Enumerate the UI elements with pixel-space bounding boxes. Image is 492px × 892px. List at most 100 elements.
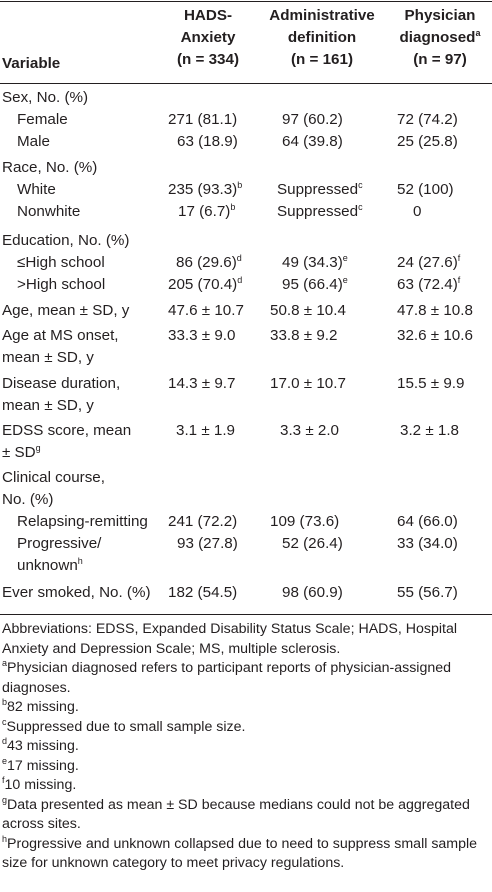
section-sex: Sex, No. (%) xyxy=(2,89,89,106)
row-onset-label-line2: mean ± SD, y xyxy=(2,349,94,366)
footnote-a-text: Physician diagnosed refers to participan… xyxy=(2,660,452,696)
row-relapsing-label: Relapsing-remitting xyxy=(17,513,148,530)
footnote-marker: c xyxy=(2,716,7,727)
section-education: Education, No. (%) xyxy=(2,232,130,249)
footnote-d: d43 missing. xyxy=(2,737,490,757)
footnote-ref: b xyxy=(237,180,243,190)
row-white-hads-value: 235 (93.3) xyxy=(168,181,238,198)
footnote-h: hProgressive and unknown collapsed due t… xyxy=(2,833,490,874)
footnote-marker: h xyxy=(2,833,8,844)
row-female-phys: 72 (74.2) xyxy=(397,111,458,128)
header-rule xyxy=(0,83,492,84)
row-duration-phys: 15.5 ± 9.9 xyxy=(397,375,465,392)
header-hads-line3: (n = 334) xyxy=(176,51,240,68)
footnote-ref: b xyxy=(230,202,236,212)
row-nonwhite-hads-value: 17 (6.7) xyxy=(178,203,231,220)
footnote-b: b82 missing. xyxy=(2,698,490,718)
footnote-ref: d xyxy=(236,253,242,263)
row-nonwhite-admin: Suppressedc xyxy=(277,201,363,223)
row-white-admin-value: Suppressed xyxy=(277,181,359,198)
row-onset-label: Age at MS onset, mean ± SD, y xyxy=(2,325,119,369)
row-le-hs-label: ≤High school xyxy=(17,254,105,271)
footnote-ref: e xyxy=(342,275,348,285)
row-edss-label-line1: EDSS score, mean xyxy=(2,422,132,439)
row-le-hs-admin-value: 49 (34.3) xyxy=(282,254,343,271)
row-le-hs-admin: 49 (34.3)e xyxy=(282,252,348,274)
row-duration-label-line1: Disease duration, xyxy=(2,375,121,392)
row-gt-hs-phys-value: 63 (72.4) xyxy=(397,276,458,293)
top-rule xyxy=(0,1,492,2)
row-male-phys: 25 (25.8) xyxy=(397,133,458,150)
header-phys-line1: Physician xyxy=(404,7,476,24)
row-progressive-hads: 93 (27.8) xyxy=(177,535,238,552)
row-edss-admin: 3.3 ± 2.0 xyxy=(280,422,339,439)
row-duration-hads: 14.3 ± 9.7 xyxy=(168,375,236,392)
header-admin-line1: Administrative xyxy=(269,7,375,24)
row-white-admin: Suppressedc xyxy=(277,179,363,201)
footnote-marker: f xyxy=(2,775,5,785)
row-white-hads: 235 (93.3)b xyxy=(168,179,242,201)
row-progressive-label-line1: Progressive/ xyxy=(17,535,102,552)
row-progressive-phys: 33 (34.0) xyxy=(397,535,458,552)
row-white-label: White xyxy=(17,181,56,198)
row-edss-label-line2-text: ± SD xyxy=(2,444,36,461)
footnote-marker: a xyxy=(2,658,8,668)
footnote-marker: d xyxy=(2,736,8,746)
row-age-hads: 47.6 ± 10.7 xyxy=(168,302,244,319)
footnote-abbreviations: Abbreviations: EDSS, Expanded Disability… xyxy=(2,621,458,657)
footnote-marker: g xyxy=(2,794,8,805)
footnote-ref: f xyxy=(457,253,461,263)
row-edss-label-line2: ± SDg xyxy=(2,442,131,464)
row-smoked-hads: 182 (54.5) xyxy=(168,584,238,601)
row-le-hs-phys: 24 (27.6)f xyxy=(397,252,460,274)
row-edss-label: EDSS score, mean ± SDg xyxy=(2,420,131,464)
footnote-c-text: Suppressed due to small sample size. xyxy=(6,718,246,735)
footnote-g-text: Data presented as mean ± SD because medi… xyxy=(2,796,470,833)
row-onset-label-line1: Age at MS onset, xyxy=(2,327,119,344)
row-gt-hs-admin: 95 (66.4)e xyxy=(282,274,348,296)
row-gt-hs-admin-value: 95 (66.4) xyxy=(282,276,343,293)
row-relapsing-hads: 241 (72.2) xyxy=(168,513,238,530)
row-age-label: Age, mean ± SD, y xyxy=(2,302,130,319)
row-age-admin: 50.8 ± 10.4 xyxy=(270,302,346,319)
header-admin-line2: definition xyxy=(287,29,357,46)
row-male-hads: 63 (18.9) xyxy=(177,133,238,150)
row-relapsing-phys: 64 (66.0) xyxy=(397,513,458,530)
header-phys-line2-text: diagnosed xyxy=(399,29,476,46)
footnote-ref: c xyxy=(358,180,363,190)
row-progressive-label-line2-text: unknown xyxy=(17,557,78,574)
row-male-label: Male xyxy=(17,133,50,150)
header-phys-line2: diagnoseda xyxy=(388,27,492,49)
row-nonwhite-admin-value: Suppressed xyxy=(277,203,359,220)
footnote-f: f10 missing. xyxy=(2,776,490,796)
row-female-label: Female xyxy=(17,111,68,128)
row-smoked-phys: 55 (56.7) xyxy=(397,584,458,601)
footnote-g: gData presented as mean ± SD because med… xyxy=(2,794,490,835)
row-age-phys: 47.8 ± 10.8 xyxy=(397,302,473,319)
footnote-ref: d xyxy=(237,275,243,285)
row-nonwhite-label: Nonwhite xyxy=(17,203,81,220)
header-administrative: Administrative definition (n = 161) xyxy=(260,5,384,71)
section-clinical-course-line2: No. (%) xyxy=(2,491,54,508)
section-race: Race, No. (%) xyxy=(2,159,98,176)
row-white-phys: 52 (100) xyxy=(397,181,454,198)
footnote-d-text: 43 missing. xyxy=(7,738,79,754)
bottom-rule xyxy=(0,614,492,615)
row-smoked-label: Ever smoked, No. (%) xyxy=(2,584,151,601)
row-onset-hads: 33.3 ± 9.0 xyxy=(168,327,236,344)
row-nonwhite-phys: 0 xyxy=(413,203,422,220)
footnote-a: aPhysician diagnosed refers to participa… xyxy=(2,659,490,698)
row-smoked-admin: 98 (60.9) xyxy=(282,584,343,601)
row-le-hs-phys-value: 24 (27.6) xyxy=(397,254,458,271)
row-progressive-label-line2: unknownh xyxy=(17,555,101,577)
row-duration-label-line2: mean ± SD, y xyxy=(2,397,94,414)
row-female-admin: 97 (60.2) xyxy=(282,111,343,128)
section-clinical-course-line1: Clinical course, xyxy=(2,469,105,486)
footnote-marker: b xyxy=(2,697,8,707)
row-edss-phys: 3.2 ± 1.8 xyxy=(400,422,459,439)
row-le-hs-hads-value: 86 (29.6) xyxy=(176,254,237,271)
footnote-c: cSuppressed due to small sample size. xyxy=(2,716,490,738)
row-gt-hs-hads: 205 (70.4)d xyxy=(168,274,242,296)
header-hads-anxiety: HADS- Anxiety (n = 334) xyxy=(158,5,258,71)
